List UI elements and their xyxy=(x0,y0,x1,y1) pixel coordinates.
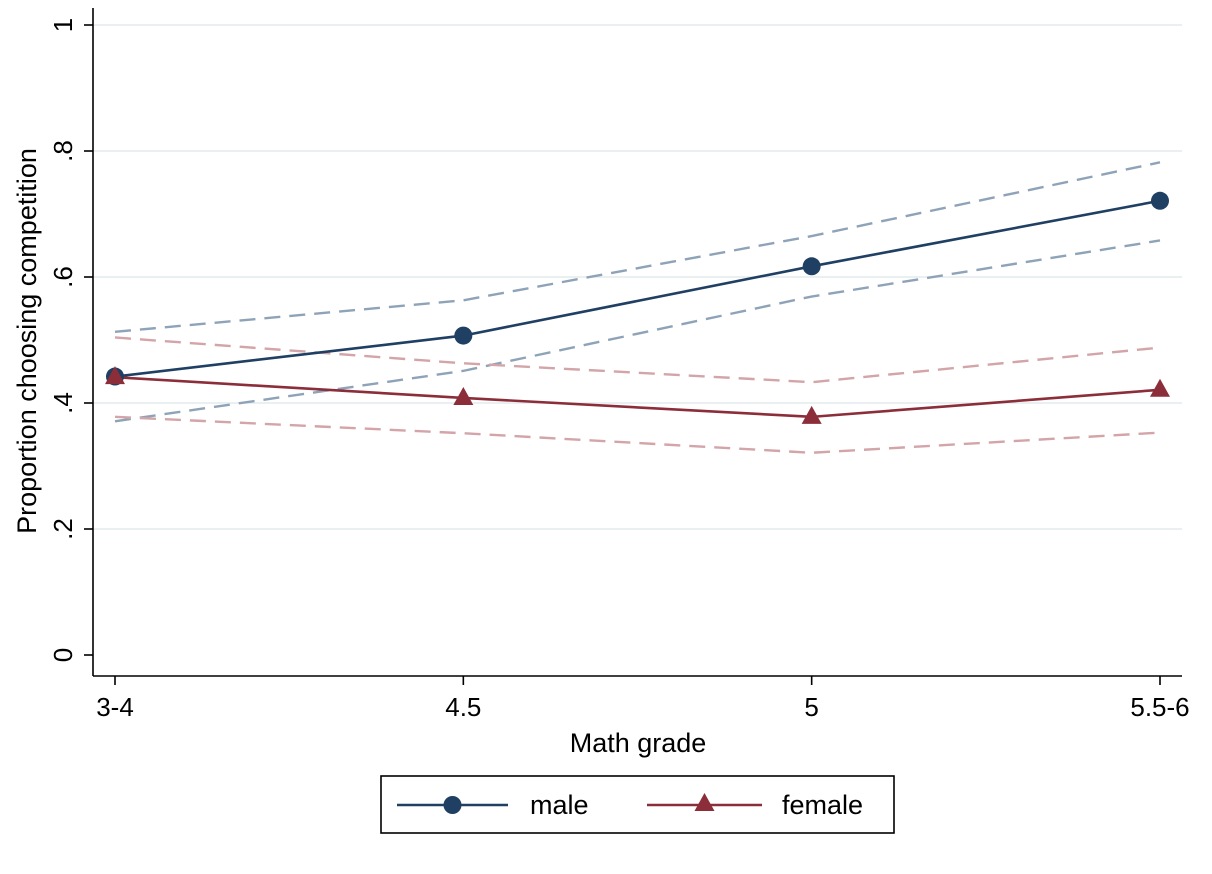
y-axis-title: Proportion choosing competition xyxy=(12,148,42,534)
female-ci-lower xyxy=(114,415,1161,454)
female-point-3 xyxy=(1150,378,1170,397)
x-tick-label-2: 5 xyxy=(804,692,818,722)
female-line xyxy=(114,375,1161,419)
y-ticks: 0 .2 .4 .6 .8 1 xyxy=(48,18,93,662)
y-tick-label-1: .2 xyxy=(48,518,78,540)
y-tick-label-5: 1 xyxy=(48,18,78,32)
legend-male-marker xyxy=(443,796,462,814)
male-point-3 xyxy=(1151,191,1169,210)
grid-layer xyxy=(93,24,1182,530)
legend-male-label: male xyxy=(530,790,589,820)
female-ci-upper xyxy=(114,336,1161,384)
male-line xyxy=(114,199,1161,378)
axes-layer xyxy=(92,8,1182,677)
legend: male female xyxy=(380,775,895,834)
series-lines xyxy=(114,199,1161,419)
female-point-1 xyxy=(453,386,474,405)
x-axis-title: Math grade xyxy=(570,728,707,758)
female-point-0 xyxy=(105,366,125,385)
legend-box xyxy=(380,775,895,834)
x-tick-label-3: 5.5-6 xyxy=(1130,692,1189,722)
male-point-1 xyxy=(454,326,473,345)
legend-female-marker xyxy=(694,793,715,811)
y-tick-label-0: 0 xyxy=(48,648,78,662)
female-point-2 xyxy=(801,405,822,424)
y-tick-label-3: .6 xyxy=(48,266,78,288)
male-ci-upper xyxy=(114,161,1161,334)
male-point-2 xyxy=(802,257,821,276)
confidence-bands xyxy=(114,161,1161,454)
male-ci-lower xyxy=(114,239,1161,423)
x-tick-label-0: 3-4 xyxy=(96,692,134,722)
series-markers xyxy=(105,191,1170,424)
y-tick-label-2: .4 xyxy=(48,392,78,414)
legend-female-label: female xyxy=(782,790,863,820)
x-tick-label-1: 4.5 xyxy=(445,692,481,722)
y-tick-label-4: .8 xyxy=(48,140,78,162)
x-ticks: 3-4 4.5 5 5.5-6 xyxy=(96,676,1190,722)
